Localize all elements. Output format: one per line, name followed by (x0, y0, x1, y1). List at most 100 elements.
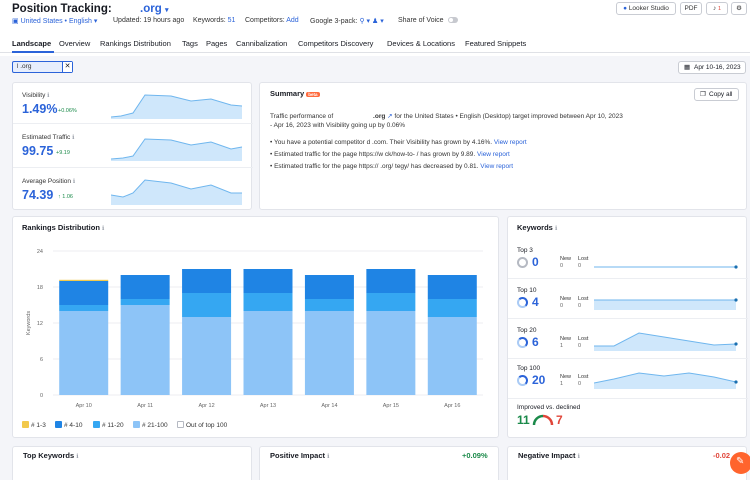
bar-segment (427, 299, 477, 317)
top-keywords-card: Top Keywords ℹ (12, 446, 252, 480)
beta-badge: beta (306, 91, 320, 97)
tab-bar: Landscape Overview Rankings Distribution… (0, 37, 750, 53)
date-range-button[interactable]: ▦ Apr 10-16, 2023 (678, 61, 746, 74)
tab-rankings-distribution[interactable]: Rankings Distribution (100, 39, 171, 48)
toggle-switch[interactable] (448, 17, 459, 24)
date-range-label: Apr 10-16, 2023 (694, 64, 741, 71)
tab-landscape[interactable]: Landscape (12, 39, 52, 48)
x-tick-label: Apr 10 (76, 403, 92, 409)
tab-overview[interactable]: Overview (59, 39, 91, 48)
tab-featured-snippets[interactable]: Featured Snippets (465, 39, 527, 48)
rankings-distribution-card: Rankings Distribution ℹ 0 6 12 18 24 Keywords… (12, 216, 499, 438)
top100-sparkline (594, 372, 738, 389)
y-tick-label: 12 (37, 321, 43, 327)
notifications-button[interactable]: ♪ 1 (706, 2, 728, 15)
summary-card: Summary beta ❐ Copy all Traffic performa… (259, 82, 747, 210)
progress-ring-icon (517, 297, 528, 308)
view-report-link[interactable]: View report (477, 151, 510, 158)
top3-label: Top 3 (517, 247, 533, 254)
bar-segment (427, 317, 477, 395)
view-report-link[interactable]: View report (493, 139, 527, 146)
tab-devices-locations[interactable]: Devices & Locations (387, 39, 455, 48)
legend-top100[interactable]: # 21-100 (133, 421, 168, 429)
looker-studio-button[interactable]: ● Looker Studio (616, 2, 676, 15)
bar-segment (59, 279, 109, 281)
top10-label: Top 10 (517, 287, 537, 294)
tab-pages[interactable]: Pages (206, 39, 228, 48)
summary-intro: Traffic performance of .org ↗ for the Un… (270, 113, 623, 129)
add-competitors-link[interactable]: Add (286, 17, 299, 24)
legend-out-of-top-100[interactable]: Out of top 100 (177, 421, 227, 429)
top3-value: 0 (532, 255, 539, 269)
info-icon: ℹ (554, 226, 558, 232)
info-icon: ℹ (76, 454, 79, 460)
negative-impact-title: Negative Impact ℹ (518, 451, 580, 460)
top20-value: 6 (532, 335, 539, 349)
updated-text: Updated: 19 hours ago (113, 17, 185, 24)
positive-impact-title: Positive Impact ℹ (270, 451, 330, 460)
chevron-down-icon: ▾ (93, 18, 98, 25)
domain-filter-chip[interactable]: l .org ✕ (12, 61, 73, 73)
page-title: Position Tracking: (12, 3, 112, 15)
close-icon[interactable]: ✕ (62, 62, 72, 72)
help-chat-button[interactable]: ✎ (730, 452, 750, 474)
tab-tags[interactable]: Tags (182, 39, 198, 48)
copy-all-button[interactable]: ❐ Copy all (694, 88, 739, 101)
bar-segment (243, 293, 293, 311)
y-axis-label: Keywords (26, 311, 32, 335)
keywords-count: Keywords: 51 (193, 17, 236, 24)
visibility-label: Visibility ℹ (22, 92, 50, 99)
project-domain-selector[interactable]: .org ▾ (140, 3, 168, 15)
y-tick-label: 24 (37, 249, 43, 255)
project-domain: .org (140, 3, 162, 15)
x-tick-label: Apr 13 (260, 403, 276, 409)
top20-lost: 0 (578, 343, 582, 349)
calendar-icon: ▦ (684, 64, 691, 71)
tab-cannibalization[interactable]: Cannibalization (236, 39, 288, 48)
google-3-pack[interactable]: Google 3-pack: ⚲ ▾ ♟ ▾ (310, 18, 384, 25)
visibility-value: 1.49% (22, 102, 58, 116)
rankings-chart: 0 6 12 18 24 Keywords Apr 10 Apr 11 Apr 12 Apr 13… (26, 249, 483, 409)
location-selector[interactable]: ▣ United States • English ▾ (12, 17, 97, 25)
avg-position-delta: ↑ 1.06 (58, 194, 73, 200)
traffic-value: 99.75 (22, 144, 54, 158)
people-icon: ♟ (372, 18, 379, 25)
top3-sparkline (594, 265, 738, 269)
traffic-label: Estimated Traffic ℹ (22, 134, 75, 141)
avg-position-sparkline (111, 179, 242, 205)
tab-competitors-discovery[interactable]: Competitors Discovery (298, 39, 374, 48)
top-bar: Position Tracking: .org ▾ ▣ United State… (0, 0, 750, 56)
metrics-card: Visibility ℹ 1.49% +0.06% Estimated Traf… (12, 82, 253, 210)
checkbox-icon (22, 421, 29, 428)
view-report-link[interactable]: View report (480, 163, 514, 170)
info-icon: ℹ (47, 93, 50, 99)
pdf-button[interactable]: PDF (680, 2, 702, 15)
x-tick-label: Apr 15 (383, 403, 399, 409)
x-tick-label: Apr 12 (198, 403, 214, 409)
checkbox-icon (133, 421, 140, 428)
legend-top3[interactable]: # 1-3 (22, 421, 46, 429)
bar-segment (59, 311, 109, 395)
legend-top20[interactable]: # 11-20 (93, 421, 124, 429)
bar-segment (120, 299, 170, 305)
share-of-voice-toggle[interactable]: Share of Voice (398, 17, 459, 24)
negative-impact-value: -0.02 (713, 451, 731, 460)
legend-top10[interactable]: # 4-10 (55, 421, 82, 429)
top100-lost: 0 (578, 381, 582, 387)
bar-segment (59, 281, 109, 305)
top10-value: 4 (532, 295, 539, 309)
top100-value: 20 (532, 373, 546, 387)
y-tick-label: 18 (37, 285, 43, 291)
declined-count: 7 (556, 413, 563, 427)
traffic-delta: +9.19 (56, 150, 70, 156)
top20-sparkline (594, 332, 738, 351)
info-icon: ℹ (577, 454, 580, 460)
top3-lost: 0 (578, 263, 582, 269)
top20-label: Top 20 (517, 327, 537, 334)
x-tick-label: Apr 14 (321, 403, 337, 409)
chat-icon: ✎ (736, 456, 745, 467)
settings-button[interactable]: ⚙ (731, 2, 747, 15)
traffic-sparkline (111, 138, 243, 161)
bar-segment (243, 269, 293, 293)
keywords-count-link[interactable]: 51 (227, 17, 236, 24)
